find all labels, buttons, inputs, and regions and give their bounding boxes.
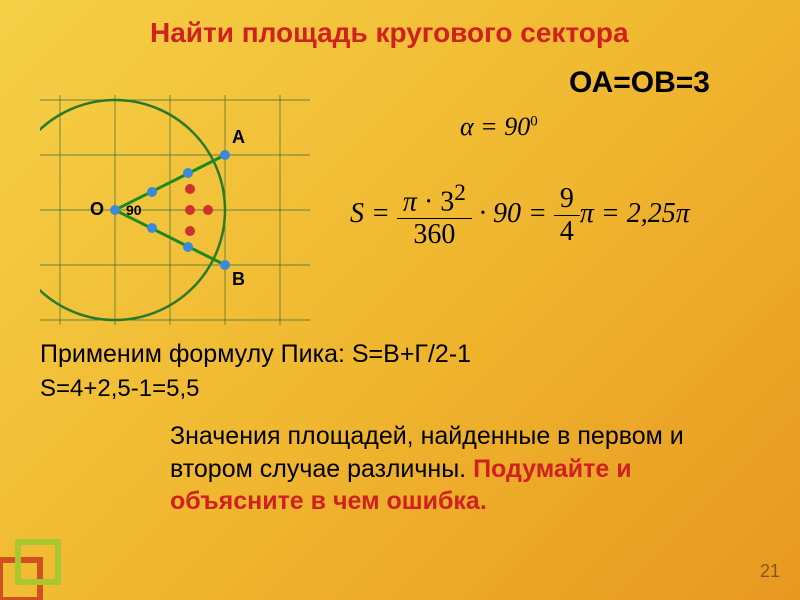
area-formula: S = π · 32360 · 90 = 94π = 2,25π (350, 180, 690, 251)
page-number: 21 (760, 561, 780, 582)
corner-decoration (0, 520, 80, 600)
conclusion-text: Значения площадей, найденные в первом и … (170, 420, 730, 518)
slide-title: Найти площадь кругового сектора (150, 18, 629, 49)
pick-formula-line1: Применим формулу Пика: S=В+Г/2-1 (40, 340, 471, 369)
pick-formula-line2: S=4+2,5-1=5,5 (40, 375, 199, 403)
svg-text:А: А (232, 127, 245, 147)
svg-text:90: 90 (126, 202, 142, 218)
svg-text:В: В (232, 269, 245, 289)
given-radii: ОА=ОВ=3 (569, 66, 710, 100)
sector-diagram: О А В 90 (40, 95, 310, 325)
alpha-value: α = 900 (460, 112, 538, 142)
svg-text:О: О (90, 199, 104, 219)
